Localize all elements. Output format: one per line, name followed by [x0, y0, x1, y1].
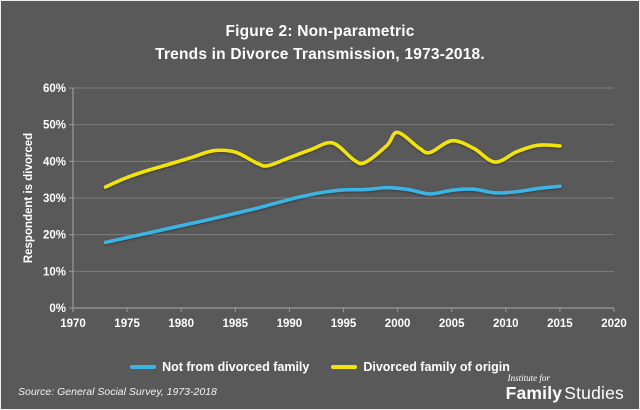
logo-institute-for: Institute for: [507, 372, 550, 383]
x-tick-label: 1980: [168, 318, 194, 330]
y-tick-label: 30%: [43, 193, 66, 205]
x-tick-label: 2010: [493, 318, 519, 330]
x-tick-label: 2005: [439, 318, 465, 330]
x-tick-label: 1995: [331, 318, 357, 330]
legend-item-not-from-divorced-family: Not from divorced family: [130, 360, 309, 374]
logo-family-studies: Family Studies: [505, 382, 624, 403]
logo-studies: Studies: [564, 382, 624, 403]
legend: Not from divorced family Divorced family…: [1, 360, 639, 374]
legend-swatch-yellow-line: [331, 365, 358, 369]
y-tick-label: 20%: [43, 230, 66, 242]
legend-label: Divorced family of origin: [363, 360, 510, 374]
x-tick-label: 2000: [385, 318, 411, 330]
institute-for-family-studies-logo: Institute for Family Studies: [505, 372, 624, 403]
series-line-1: [103, 130, 562, 189]
source-note: Source: General Social Survey, 1973-2018: [18, 386, 217, 398]
y-tick-label: 40%: [43, 156, 66, 168]
x-tick-label: 1975: [114, 318, 140, 330]
y-tick-label: 10%: [43, 266, 66, 278]
chart-title-line2: Trends in Divorce Transmission, 1973-201…: [155, 46, 485, 63]
x-tick-label: 2015: [547, 318, 573, 330]
legend-item-divorced-family-of-origin: Divorced family of origin: [331, 360, 510, 374]
x-tick-label: 1990: [277, 318, 303, 330]
legend-swatch-blue-line: [130, 365, 157, 369]
chart-title: Figure 2: Non-parametric Trends in Divor…: [1, 20, 639, 66]
y-tick-label: 0%: [49, 303, 66, 315]
logo-family: Family: [505, 382, 563, 403]
x-tick-label: 2020: [601, 318, 627, 330]
y-tick-label: 50%: [43, 120, 66, 132]
x-tick-label: 1985: [223, 318, 249, 330]
legend-label: Not from divorced family: [162, 360, 310, 374]
chart-title-line1: Figure 2: Non-parametric: [225, 23, 415, 40]
y-tick-label: 60%: [43, 83, 66, 95]
series-line-0: [103, 184, 562, 245]
x-tick-label: 1970: [60, 318, 86, 330]
